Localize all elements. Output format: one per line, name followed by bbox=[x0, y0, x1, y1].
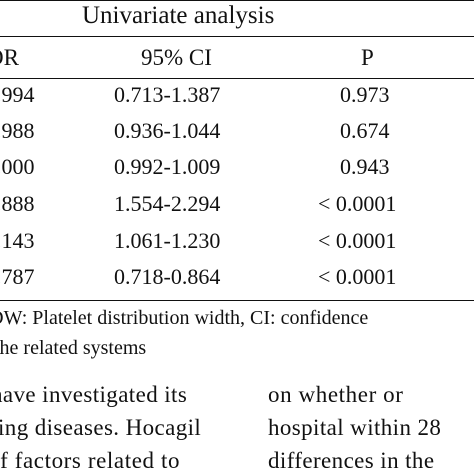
ci-value: 0.992-1.009 bbox=[114, 154, 221, 179]
or-value: 0.787 bbox=[0, 264, 35, 289]
group-header-rule bbox=[0, 36, 474, 37]
p-value: < 0.0001 bbox=[318, 191, 397, 216]
body-line: of factors related to bbox=[0, 448, 181, 473]
or-value: 1.888 bbox=[0, 191, 35, 216]
body-line: on whether or bbox=[268, 382, 404, 407]
p-value: < 0.0001 bbox=[318, 228, 397, 253]
p-value: 0.973 bbox=[340, 82, 390, 107]
table-top-rule bbox=[0, 0, 474, 1]
footnote-line: the related systems bbox=[0, 337, 147, 359]
column-header-p: P bbox=[361, 45, 374, 70]
or-value: 1.143 bbox=[0, 228, 35, 253]
ci-value: 0.718-0.864 bbox=[114, 264, 221, 289]
body-line: hospital within 28 bbox=[268, 415, 442, 440]
or-value: 0.988 bbox=[0, 118, 35, 143]
or-value: 1.000 bbox=[0, 154, 35, 179]
column-header-or: OR bbox=[0, 45, 19, 70]
ci-value: 1.554-2.294 bbox=[114, 191, 221, 216]
group-header: Univariate analysis bbox=[82, 2, 275, 29]
column-header-ci: 95% CI bbox=[141, 45, 212, 70]
p-value: 0.674 bbox=[340, 118, 390, 143]
ci-value: 1.061-1.230 bbox=[114, 228, 221, 253]
body-line: differences in the bbox=[268, 448, 435, 473]
header-bottom-rule bbox=[0, 78, 474, 79]
table-bottom-rule bbox=[0, 300, 474, 301]
p-value: 0.943 bbox=[340, 154, 390, 179]
body-line: have investigated its bbox=[0, 382, 188, 407]
ci-value: 0.713-1.387 bbox=[114, 82, 221, 107]
or-value: 0.994 bbox=[0, 82, 35, 107]
ci-value: 0.936-1.044 bbox=[114, 118, 221, 143]
p-value: < 0.0001 bbox=[318, 264, 397, 289]
footnote-line: PDW: Platelet distribution width, CI: co… bbox=[0, 307, 369, 329]
body-line: ing diseases. Hocagil bbox=[0, 415, 202, 440]
